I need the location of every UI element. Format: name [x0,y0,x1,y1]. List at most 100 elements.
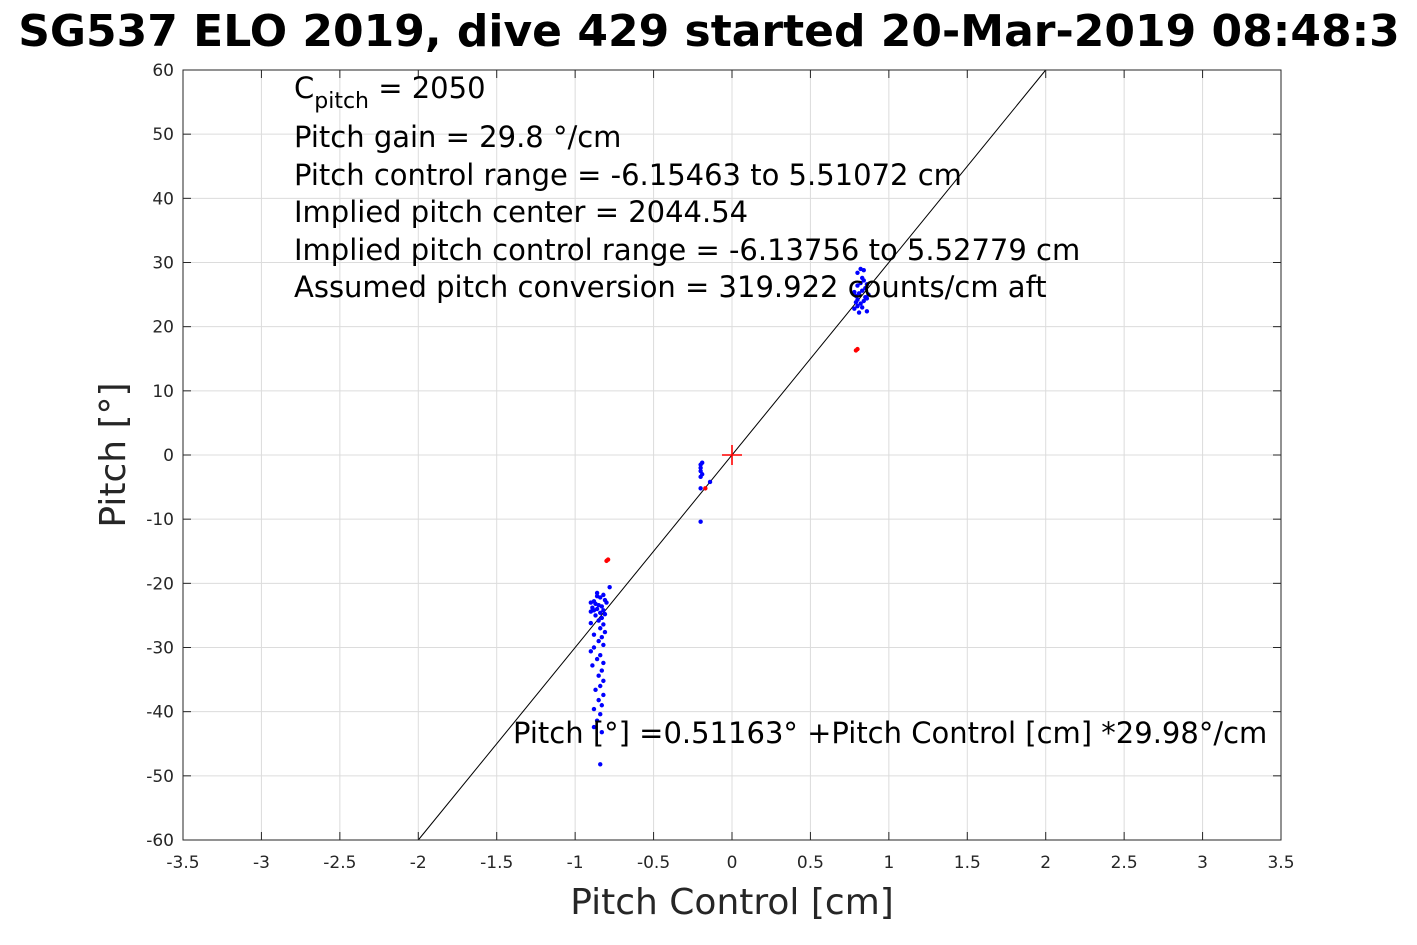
blue-data-point [607,584,612,590]
blue-data-point [856,310,862,315]
annotation-pitch-gain: Pitch gain = 29.8 °/cm [294,120,621,154]
y-tick-label: -60 [146,831,174,851]
blue-data-point [594,590,600,596]
blue-data-point [864,309,870,314]
x-tick-label: 0 [727,853,738,873]
blue-data-point [596,618,601,623]
blue-data-point [594,656,600,662]
blue-data-point [591,645,597,650]
blue-data-point [698,465,703,471]
blue-data-point [594,718,600,723]
blue-data-point [855,283,860,288]
blue-data-point [863,285,868,291]
y-axis-label: Pitch [°] [93,382,134,527]
blue-data-point [598,683,603,689]
y-tick-label: 30 [152,254,174,274]
blue-data-point [856,291,862,296]
blue-data-point [598,610,603,616]
blue-data-point [855,270,860,275]
blue-data-point [599,668,605,673]
blue-data-point [604,600,609,605]
blue-data-point [596,673,601,678]
blue-data-point [598,712,603,717]
y-tick-label: 50 [152,125,174,145]
y-tick-label: 0 [163,446,174,466]
blue-data-point [602,611,608,617]
x-tick-label: -1.5 [480,853,513,873]
blue-data-point [601,608,606,613]
x-tick-label: 1.5 [954,853,981,873]
blue-data-point [699,460,705,465]
blue-data-point [588,649,594,654]
blue-data-point [602,629,608,635]
blue-data-point [591,632,597,637]
blue-data-point [599,703,605,708]
blue-data-point [598,626,603,631]
y-tick-label: -20 [146,574,174,594]
blue-data-point [859,275,865,281]
blue-data-point [858,301,863,306]
x-tick-label: -2 [410,853,427,873]
y-tick-label: -50 [146,767,174,787]
y-tick-label: 40 [152,189,174,209]
fit-equation: Pitch [°] =0.51163° +Pitch Control [cm] … [513,716,1267,750]
blue-data-point [594,593,600,599]
blue-data-point [591,608,597,613]
blue-data-point [855,303,860,309]
x-tick-label: 0.5 [797,853,824,873]
blue-data-point [590,663,595,668]
c-pitch-base: C [294,71,314,105]
blue-data-point [588,600,594,605]
blue-data-point [591,706,597,712]
blue-data-point [599,635,605,640]
blue-data-point [588,620,594,626]
blue-data-point [599,615,605,621]
blue-data-point [859,305,865,310]
axis-ticks [182,69,1282,841]
x-tick-label: 2 [1040,853,1051,873]
y-tick-label: 60 [152,61,174,81]
red-data-point [855,346,860,352]
annotation-implied-pitch-control-range: Implied pitch control range = -6.13756 t… [294,233,1080,267]
annotation-pitch-control-range: Pitch control range = -6.15463 to 5.5107… [294,158,962,192]
annotation-block: Cpitch = 2050 Pitch gain = 29.8 °/cm Pit… [294,71,1080,304]
y-tick-label: -30 [146,639,174,659]
blue-data-point [596,697,601,703]
chart-title: SG537 ELO 2019, dive 429 started 20-Mar-… [18,6,1400,57]
blue-data-point [598,762,603,767]
red-data-point [604,558,609,564]
y-tick-label: -40 [146,703,174,723]
blue-data-point [601,692,606,698]
c-pitch-subscript: pitch [314,89,369,114]
blue-data-point [707,479,713,485]
blue-data-point [598,653,603,658]
blue-data-point [601,592,606,598]
blue-data-point [591,724,597,730]
blue-data-point [863,294,868,300]
blue-data-point [599,730,605,735]
x-tick-label: 2.5 [1111,853,1138,873]
x-tick-label: -0.5 [637,853,670,873]
c-pitch-value: = 2050 [369,71,486,105]
blue-data-point [855,297,860,302]
blue-data-point [593,687,598,693]
red-data-point [703,486,708,491]
blue-data-point [596,638,601,644]
y-tick-label: 20 [152,318,174,338]
blue-data-point [698,519,703,524]
data-points [588,266,871,767]
blue-data-point [698,486,703,491]
x-tick-label: -1 [567,853,584,873]
blue-data-point [866,292,871,297]
blue-data-point [858,280,863,286]
blue-data-point [601,622,606,627]
blue-data-point [859,288,865,293]
blue-data-point [852,306,857,311]
x-tick-label: 3.5 [1267,853,1294,873]
y-tick-label: 10 [152,382,174,402]
blue-data-point [601,642,606,648]
blue-data-point [599,604,605,609]
x-tick-label: -3.5 [166,853,199,873]
blue-data-point [601,660,606,666]
